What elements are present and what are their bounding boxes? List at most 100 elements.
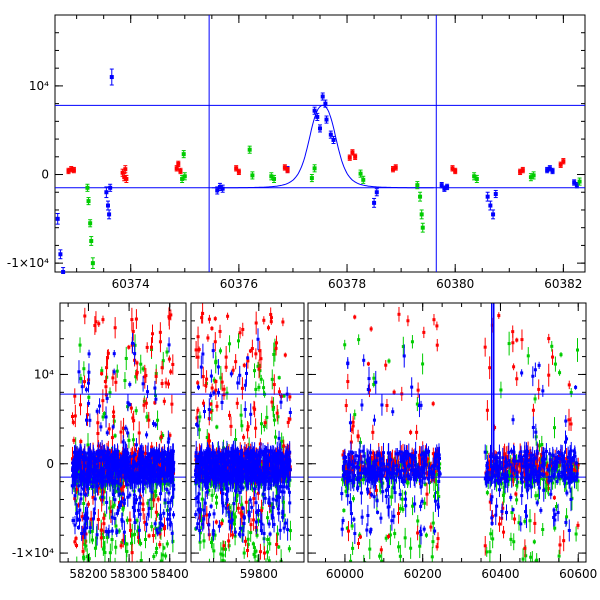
top-marker	[285, 168, 290, 173]
top-ytick-label-1: 0	[41, 168, 49, 182]
bottom-marker	[152, 466, 156, 470]
bottom-point	[148, 454, 152, 477]
top-marker	[69, 167, 74, 172]
bottom-point	[130, 532, 134, 555]
bottom-point	[98, 398, 102, 414]
top-point	[106, 200, 110, 211]
bottom-marker	[155, 450, 159, 454]
bottom-point	[161, 448, 165, 463]
bottom-point	[128, 491, 132, 499]
top-xtick-label-4: 60382	[544, 277, 582, 291]
bottom-marker	[87, 370, 91, 374]
bottom-marker	[167, 316, 171, 320]
bottom-marker	[158, 543, 162, 547]
bottom-marker	[161, 454, 165, 458]
bottom-marker	[139, 558, 143, 562]
bottom-point	[91, 476, 95, 497]
bottom-marker	[72, 470, 76, 474]
top-point	[122, 173, 127, 182]
bottom-point	[72, 436, 76, 445]
bottom-point	[93, 539, 97, 558]
bottom-marker	[126, 495, 130, 499]
bottom-point	[170, 523, 174, 544]
top-marker	[572, 180, 577, 185]
top-point	[485, 191, 490, 202]
bottom-point	[115, 510, 119, 517]
top-point	[123, 165, 128, 174]
bottom-point	[146, 508, 150, 521]
bottom-marker	[131, 471, 135, 475]
top-point	[124, 174, 129, 183]
bottom-marker	[168, 512, 172, 516]
bottom-marker	[102, 516, 106, 520]
bottom-marker	[121, 497, 125, 501]
bottom-point	[82, 361, 86, 377]
bottom-point	[127, 344, 131, 350]
bottom-point	[136, 524, 140, 538]
bottom-marker	[110, 515, 114, 519]
bottom-point	[107, 465, 111, 484]
bottom-marker	[93, 497, 97, 501]
bottom-point	[160, 447, 164, 460]
bottom-point	[93, 487, 97, 511]
bottom-marker	[105, 500, 109, 504]
bottom-marker	[98, 479, 102, 483]
bottom-point	[83, 375, 87, 388]
top-marker	[272, 176, 277, 181]
bottom-point	[118, 502, 122, 509]
bottom-point	[160, 360, 164, 375]
bottom-point	[133, 493, 137, 513]
bottom-point	[76, 502, 80, 508]
bottom-marker	[149, 506, 153, 510]
bottom-marker	[82, 502, 86, 506]
bottom-marker	[171, 362, 175, 366]
bottom-marker	[167, 437, 171, 441]
bottom-marker	[116, 463, 120, 467]
bottom-marker	[87, 469, 91, 473]
bottom-plot-frame-0	[59, 302, 187, 563]
bottom-marker	[145, 522, 149, 526]
bottom-marker	[93, 478, 97, 482]
bottom-point	[163, 472, 167, 490]
bottom-marker	[86, 502, 90, 506]
bottom-point	[121, 450, 125, 462]
bottom-point	[123, 372, 127, 390]
bottom-point	[140, 470, 144, 494]
bottom-marker	[127, 468, 131, 472]
bottom-marker	[74, 499, 78, 503]
bottom-marker	[165, 542, 169, 546]
bottom-point	[89, 510, 93, 528]
bottom-marker	[158, 459, 162, 463]
top-marker	[442, 186, 447, 191]
bottom-point	[133, 476, 137, 487]
top-marker	[331, 137, 336, 142]
bottom-marker	[144, 476, 148, 480]
bottom-point	[165, 466, 169, 478]
bottom-point	[82, 523, 86, 540]
bottom-point	[101, 315, 105, 324]
bottom-point	[138, 444, 142, 462]
top-point	[89, 236, 94, 246]
bottom-marker	[159, 492, 163, 496]
bottom-marker	[85, 457, 89, 461]
top-point	[419, 209, 424, 220]
bottom-point	[154, 503, 158, 522]
bottom-marker	[114, 524, 118, 528]
bottom-point	[100, 448, 104, 456]
bottom-marker	[119, 500, 123, 504]
top-point	[58, 249, 63, 260]
bottom-point	[170, 394, 174, 414]
bottom-marker	[91, 517, 95, 521]
bottom-marker	[86, 482, 90, 486]
top-marker	[445, 184, 450, 189]
bottom-marker	[106, 356, 110, 360]
bottom-point	[127, 457, 131, 466]
bottom-marker	[91, 472, 95, 476]
bottom-point	[158, 458, 162, 465]
top-marker	[236, 169, 241, 174]
bottom-marker	[132, 472, 136, 476]
bottom-marker	[132, 419, 136, 423]
bottom-point	[134, 309, 138, 329]
bottom-marker	[111, 480, 115, 484]
bottom-point	[114, 373, 118, 392]
